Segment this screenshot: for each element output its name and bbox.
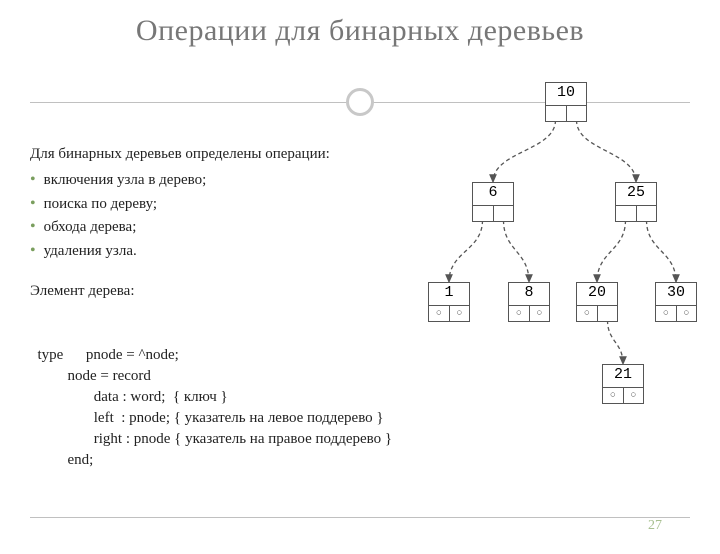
circle-ornament-icon — [346, 88, 374, 116]
bullet-item: поиска по дереву; — [30, 192, 430, 216]
tree-node-pointers — [603, 387, 643, 403]
code-line: data : word; { ключ } — [68, 389, 228, 405]
tree-node: 30 — [655, 282, 697, 322]
page-number: 27 — [648, 518, 662, 534]
tree-node: 20 — [576, 282, 618, 322]
tree-node-value: 30 — [656, 283, 696, 305]
footer-rule — [30, 517, 690, 518]
tree-node-value: 21 — [603, 365, 643, 387]
code-keyword: type — [38, 347, 64, 363]
code-line: end; — [68, 452, 94, 468]
tree-node-pointers — [656, 305, 696, 321]
bullet-item: обхода дерева; — [30, 215, 430, 239]
tree-node-pointers — [616, 205, 656, 221]
bullet-list: включения узла в дерево; поиска по дерев… — [30, 168, 430, 263]
tree-node-pointers — [509, 305, 549, 321]
tree-node-value: 6 — [473, 183, 513, 205]
code-block: type pnode = ^node; node = record data :… — [30, 324, 392, 471]
subheading: Элемент дерева: — [30, 281, 430, 303]
tree-node-pointers — [577, 305, 617, 321]
tree-node-pointers — [546, 105, 586, 121]
bullet-item: включения узла в дерево; — [30, 168, 430, 192]
tree-node-value: 1 — [429, 283, 469, 305]
code-line: left : pnode; { указатель на левое подде… — [68, 410, 384, 426]
tree-node-value: 20 — [577, 283, 617, 305]
tree-node-pointers — [429, 305, 469, 321]
tree-node: 6 — [472, 182, 514, 222]
code-line: pnode = ^node; — [86, 347, 179, 363]
tree-node-value: 25 — [616, 183, 656, 205]
bullet-item: удаления узла. — [30, 239, 430, 263]
intro-text: Для бинарных деревьев определены операци… — [30, 144, 430, 166]
slide-title: Операции для бинарных деревьев — [0, 14, 720, 48]
tree-node: 21 — [602, 364, 644, 404]
tree-node: 1 — [428, 282, 470, 322]
code-line: right : pnode { указатель на правое подд… — [68, 431, 393, 447]
tree-node-value: 8 — [509, 283, 549, 305]
tree-node: 8 — [508, 282, 550, 322]
tree-node: 25 — [615, 182, 657, 222]
content-block: Для бинарных деревьев определены операци… — [30, 144, 430, 303]
code-line: node = record — [68, 368, 151, 384]
tree-node-pointers — [473, 205, 513, 221]
